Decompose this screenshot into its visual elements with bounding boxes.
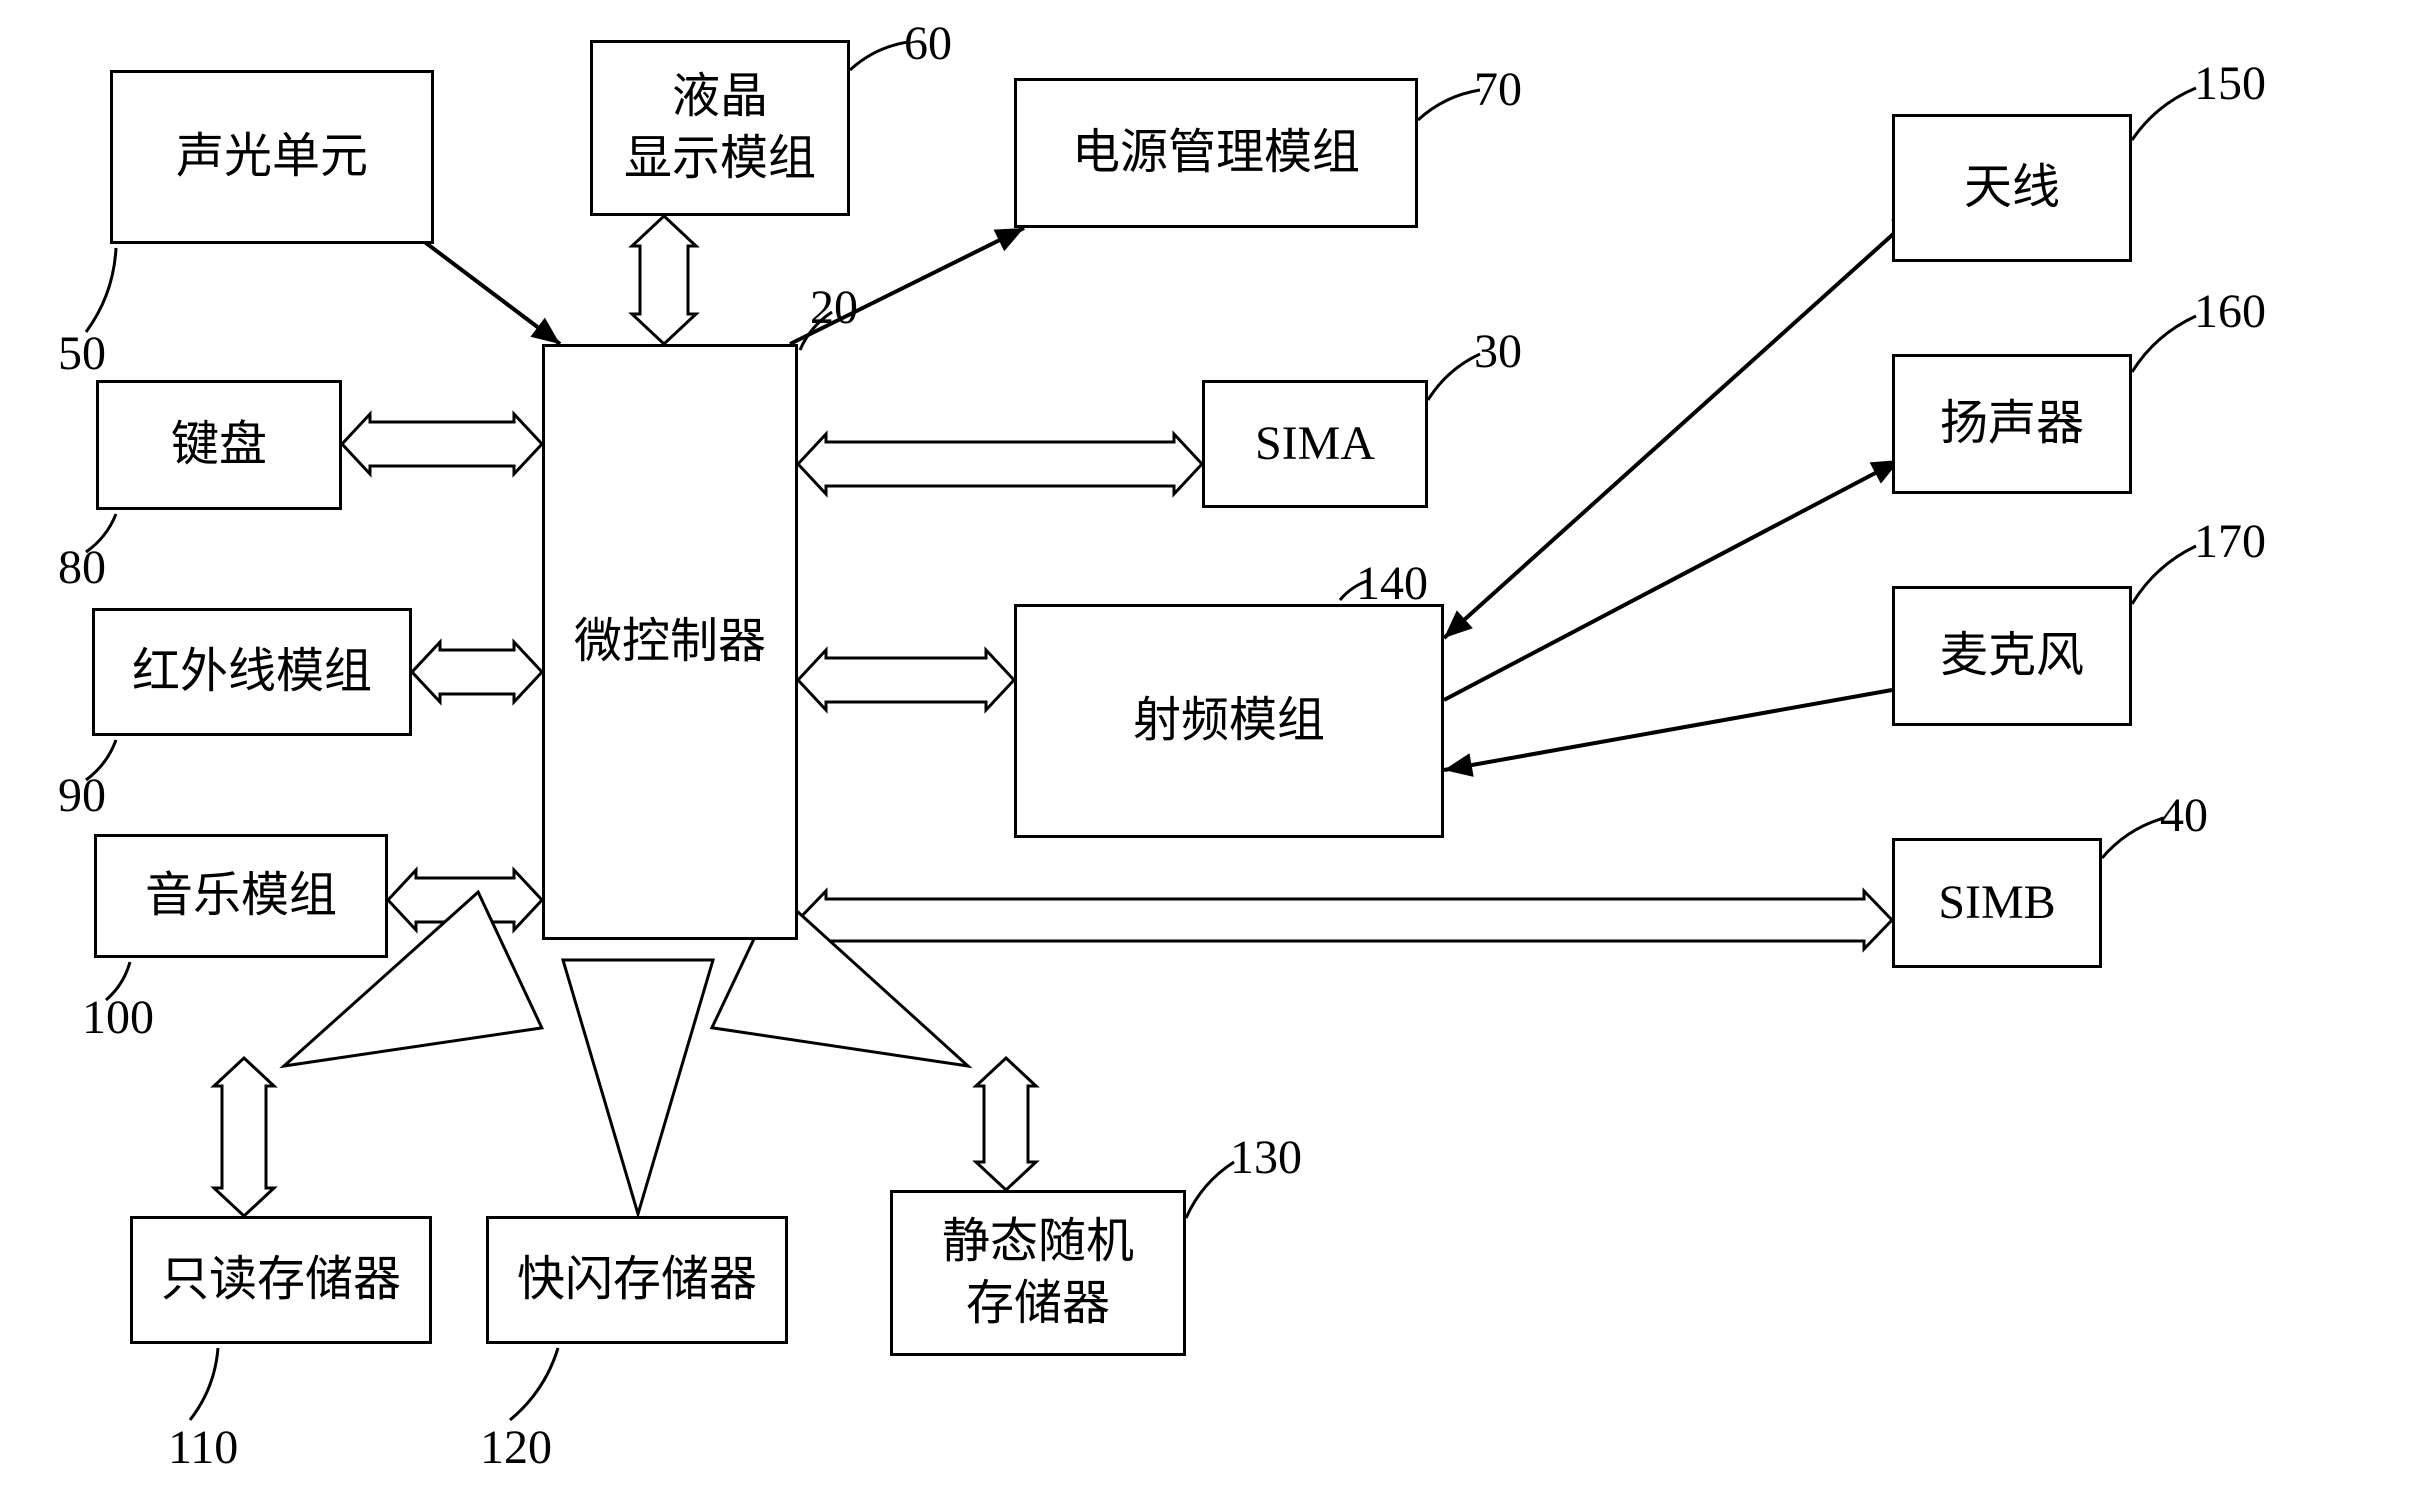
- box-mic-label: 麦克风: [1940, 625, 2084, 687]
- box-keyboard: 键盘: [96, 380, 342, 510]
- ref-sram: 130: [1230, 1130, 1302, 1185]
- ref-speaker: 160: [2194, 284, 2266, 339]
- ref-power: 70: [1474, 62, 1522, 117]
- line-rf-mic: [1444, 690, 1892, 770]
- box-sima: SIMA: [1202, 380, 1428, 508]
- box-mcu-label: 微控制器: [574, 611, 766, 673]
- ref-antenna: 150: [2194, 56, 2266, 111]
- ref-sima: 30: [1474, 324, 1522, 379]
- box-music-label: 音乐模组: [145, 865, 337, 927]
- ref-rom: 110: [168, 1420, 238, 1475]
- box-rom: 只读存储器: [130, 1216, 432, 1344]
- box-sram-label: 静态随机 存储器: [942, 1211, 1134, 1336]
- line-rf-antenna: [1444, 210, 1920, 638]
- box-speaker-label: 扬声器: [1940, 393, 2084, 455]
- ref-rf: 140: [1356, 556, 1428, 611]
- arrow-sram-up: [976, 1058, 1036, 1190]
- leader-antenna: [2132, 88, 2196, 140]
- leader-flash: [510, 1348, 558, 1420]
- box-sram: 静态随机 存储器: [890, 1190, 1186, 1356]
- arrow-mcu-lcd: [632, 216, 696, 344]
- ref-mic: 170: [2194, 514, 2266, 569]
- leader-mic: [2132, 546, 2196, 604]
- box-mcu: 微控制器: [542, 344, 798, 940]
- box-lcd: 液晶 显示模组: [590, 40, 850, 216]
- arrow-mcu-rf: [798, 650, 1014, 710]
- box-speaker: 扬声器: [1892, 354, 2132, 494]
- ref-music: 100: [82, 990, 154, 1045]
- box-antenna: 天线: [1892, 114, 2132, 262]
- box-antenna-label: 天线: [1964, 157, 2060, 219]
- box-keyboard-label: 键盘: [171, 414, 267, 476]
- box-ir: 红外线模组: [92, 608, 412, 736]
- box-sound: 声光单元: [110, 70, 434, 244]
- ref-simb: 40: [2160, 788, 2208, 843]
- ref-mcu: 20: [810, 280, 858, 335]
- ref-lcd: 60: [904, 16, 952, 71]
- box-music: 音乐模组: [94, 834, 388, 958]
- line-mcu-sound: [422, 240, 560, 344]
- arrow-mcu-simb: [798, 891, 1892, 949]
- box-flash: 快闪存储器: [486, 1216, 788, 1344]
- arrow-rom-up: [214, 1058, 274, 1216]
- box-lcd-label: 液晶 显示模组: [624, 66, 816, 191]
- box-rom-label: 只读存储器: [161, 1249, 401, 1311]
- leader-sram: [1186, 1162, 1234, 1218]
- arrow-mcu-keyboard: [342, 414, 542, 474]
- leader-rom: [190, 1348, 218, 1420]
- arrow-mcu-ir: [412, 642, 542, 702]
- ref-keyboard: 80: [58, 540, 106, 595]
- box-flash-label: 快闪存储器: [517, 1249, 757, 1311]
- ref-sound: 50: [58, 326, 106, 381]
- box-simb-label: SIMB: [1938, 872, 2055, 934]
- leader-lcd: [850, 42, 908, 70]
- ref-flash: 120: [480, 1420, 552, 1475]
- line-rf-speaker: [1444, 460, 1900, 700]
- box-ir-label: 红外线模组: [132, 641, 372, 703]
- box-rf: 射频模组: [1014, 604, 1444, 838]
- box-power: 电源管理模组: [1014, 78, 1418, 228]
- leader-speaker: [2132, 316, 2196, 372]
- big-arrow-to-flash: [563, 960, 713, 1214]
- leader-sima: [1428, 354, 1480, 400]
- arrow-mcu-sima: [798, 434, 1202, 494]
- leader-sound: [86, 248, 116, 332]
- ref-ir: 90: [58, 768, 106, 823]
- box-rf-label: 射频模组: [1133, 690, 1325, 752]
- leader-simb: [2102, 818, 2164, 858]
- box-sima-label: SIMA: [1255, 413, 1375, 475]
- box-simb: SIMB: [1892, 838, 2102, 968]
- box-power-label: 电源管理模组: [1072, 122, 1360, 184]
- box-sound-label: 声光单元: [176, 126, 368, 188]
- arrow-mcu-music: [388, 870, 542, 930]
- box-mic: 麦克风: [1892, 586, 2132, 726]
- diagram-canvas: 微控制器 20 声光单元 50 液晶 显示模组 60 电源管理模组 70 键盘 80 红外线模组 90…: [0, 0, 2424, 1495]
- leader-power: [1418, 90, 1480, 120]
